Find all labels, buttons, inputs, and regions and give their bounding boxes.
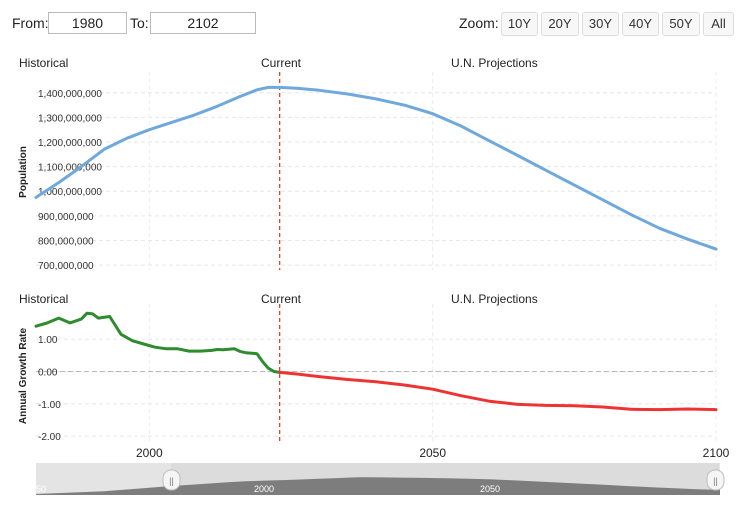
x-tick-label-2000: 2000 [136,446,163,460]
zoom-20y-button[interactable]: 20Y [541,12,579,36]
growth-rate-y-tick-label: 0.00 [38,367,58,378]
navigator-right-handle[interactable]: || [706,469,725,491]
to-input[interactable] [150,12,256,34]
population-vertical-gridlines [148,72,717,270]
growth-rate-y-tick-label: -1.00 [38,400,61,411]
navigator-left-edge-label: 50 [36,484,46,494]
growth-rate-panel: -2.00 -1.00 0.00 1.00 Annual Growth Rate Hi… [18,292,730,460]
navigator-area [36,477,720,495]
zoom-10y-button[interactable]: 10Y [501,12,538,36]
growth-rate-vertical-gridlines [148,304,717,441]
growth-projections-label: U.N. Projections [451,292,538,306]
navigator[interactable]: 50 2000 2050 || || [36,463,725,495]
to-label: To: [130,15,149,31]
population-panel: 700,000,000 800,000,000 900,000,000 1,000,0… [18,56,718,272]
growth-rate-y-tick-label: -2.00 [38,432,61,443]
navigator-tick-2050: 2050 [480,484,500,494]
population-y-tick-label: 800,000,000 [38,236,94,247]
population-y-tick-label: 1,400,000,000 [38,89,102,100]
zoom-40y-button[interactable]: 40Y [622,12,659,36]
zoom-50y-button[interactable]: 50Y [662,12,700,36]
population-gridlines [36,92,716,266]
from-input[interactable] [48,12,127,34]
growth-rate-y-tick-labels: -2.00 -1.00 0.00 1.00 [38,335,61,443]
population-series-group [34,85,718,251]
population-y-tick-labels: 700,000,000 800,000,000 900,000,000 1,000,0… [38,89,102,272]
growth-rate-series-line-1 [34,311,282,374]
population-y-tick-label: 700,000,000 [38,261,94,272]
navigator-right-handle-grip: || [713,476,718,486]
population-y-tick-label: 1,100,000,000 [38,163,102,174]
population-current-label: Current [261,56,302,70]
population-y-tick-label: 1,200,000,000 [38,138,102,149]
navigator-left-handle-grip: || [169,476,174,486]
population-y-axis-label: Population [18,146,29,198]
x-tick-label-2100: 2100 [703,446,730,460]
population-historical-label: Historical [19,56,68,70]
zoom-all-button[interactable]: All [703,12,734,36]
growth-rate-y-tick-label: 1.00 [38,335,58,346]
population-y-tick-label: 1,300,000,000 [38,113,102,124]
navigator-tick-2000: 2000 [254,484,274,494]
x-axis-tick-labels: 2000 2050 2100 [136,446,730,460]
zoom-30y-button[interactable]: 30Y [582,12,619,36]
growth-historical-label: Historical [19,292,68,306]
growth-rate-series-group [34,311,718,412]
from-label: From: [12,15,49,31]
navigator-left-handle[interactable]: || [162,469,181,491]
growth-current-label: Current [261,292,302,306]
x-tick-label-2050: 2050 [419,446,446,460]
population-y-tick-label: 900,000,000 [38,212,94,223]
population-y-tick-label: 1,000,000,000 [38,187,102,198]
growth-rate-series-line-2 [278,370,718,412]
population-projections-label: U.N. Projections [451,56,538,70]
range-selector-bar: From: To: Zoom: 10Y 20Y 30Y 40Y 50Y All [0,0,740,46]
growth-rate-y-axis-label: Annual Growth Rate [18,328,29,425]
zoom-label: Zoom: [459,15,499,31]
growth-rate-gridlines [36,338,716,437]
population-series-line-1 [34,85,718,251]
